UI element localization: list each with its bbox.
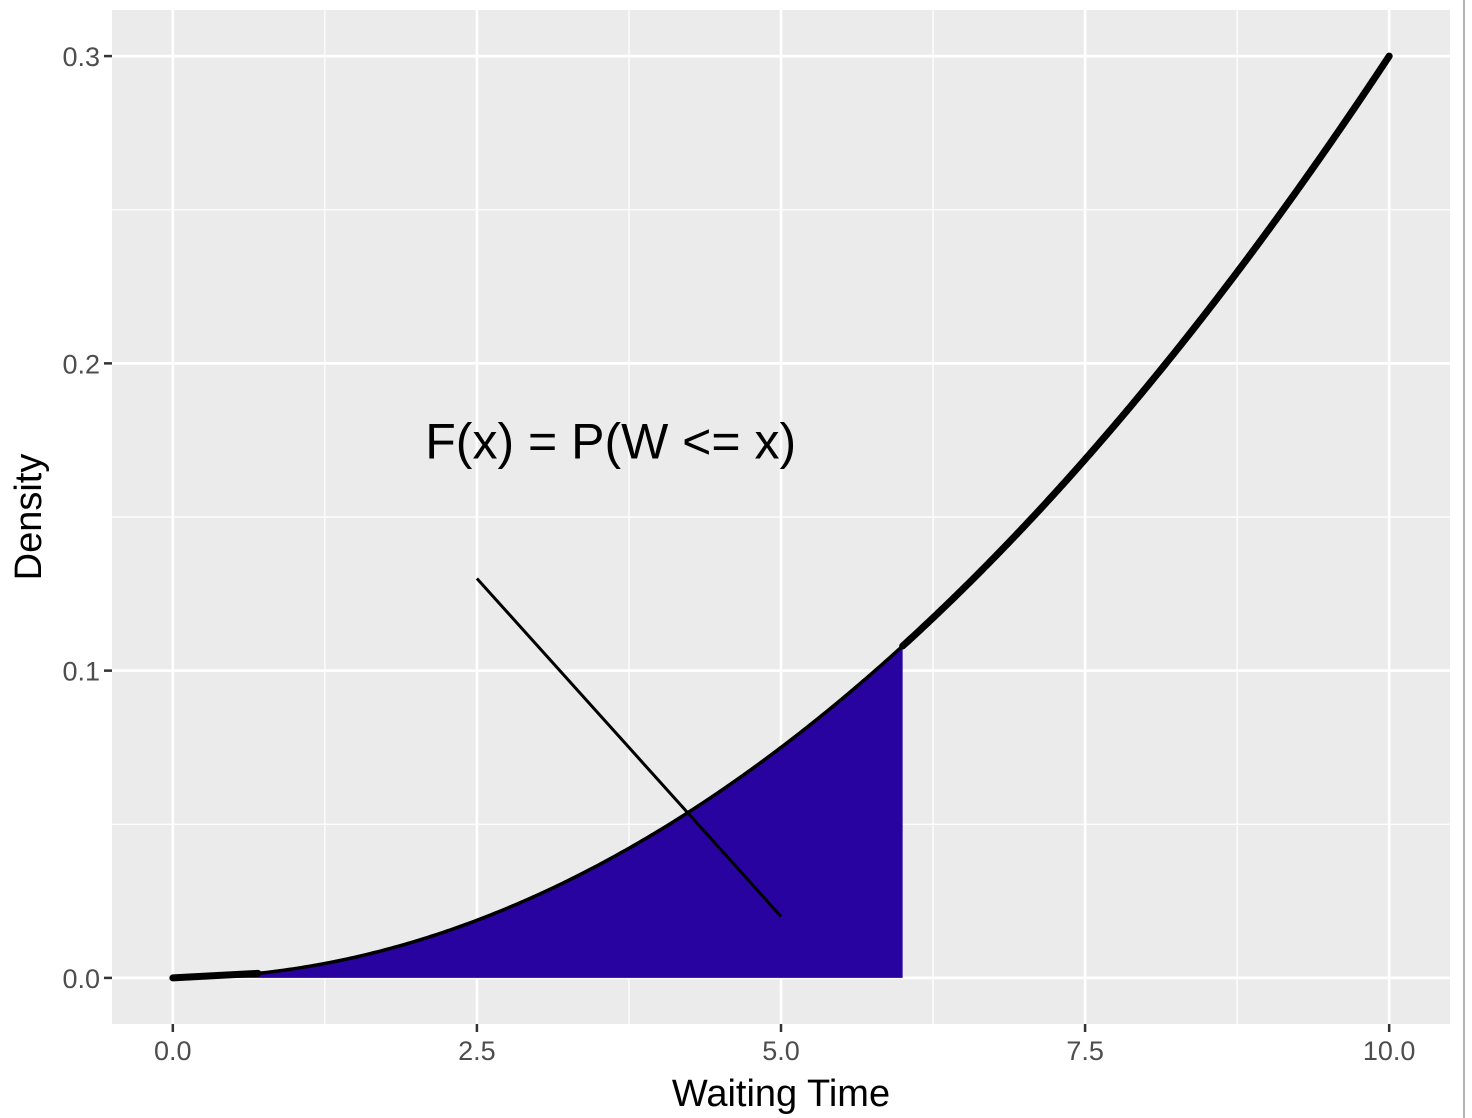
y-tick-label: 0.1 bbox=[62, 657, 100, 687]
annotation-pointer-line bbox=[475, 577, 783, 918]
x-tick-label: 0.0 bbox=[154, 1036, 192, 1066]
window-edge bbox=[1463, 0, 1465, 1118]
x-tick-label: 2.5 bbox=[458, 1036, 496, 1066]
x-tick-label: 5.0 bbox=[762, 1036, 800, 1066]
y-tick-label: 0.0 bbox=[62, 964, 100, 994]
x-axis-ticks: 0.0 2.5 5.0 7.5 10.0 bbox=[154, 1024, 1415, 1066]
shaded-cdf-area bbox=[172, 646, 903, 978]
x-axis-title: Waiting Time bbox=[672, 1073, 890, 1115]
density-curve-start bbox=[169, 969, 262, 982]
y-tick-label: 0.2 bbox=[62, 349, 100, 379]
density-curve bbox=[899, 52, 1393, 650]
density-curve-shaded-edge bbox=[172, 644, 904, 980]
x-tick-label: 10.0 bbox=[1363, 1036, 1416, 1066]
x-tick-label: 7.5 bbox=[1066, 1036, 1104, 1066]
annotation-label: F(x) = P(W <= x) bbox=[425, 414, 796, 470]
y-axis-ticks: 0.0 0.1 0.2 0.3 bbox=[62, 42, 112, 994]
y-tick-label: 0.3 bbox=[62, 42, 100, 72]
y-axis-title: Density bbox=[8, 454, 50, 581]
